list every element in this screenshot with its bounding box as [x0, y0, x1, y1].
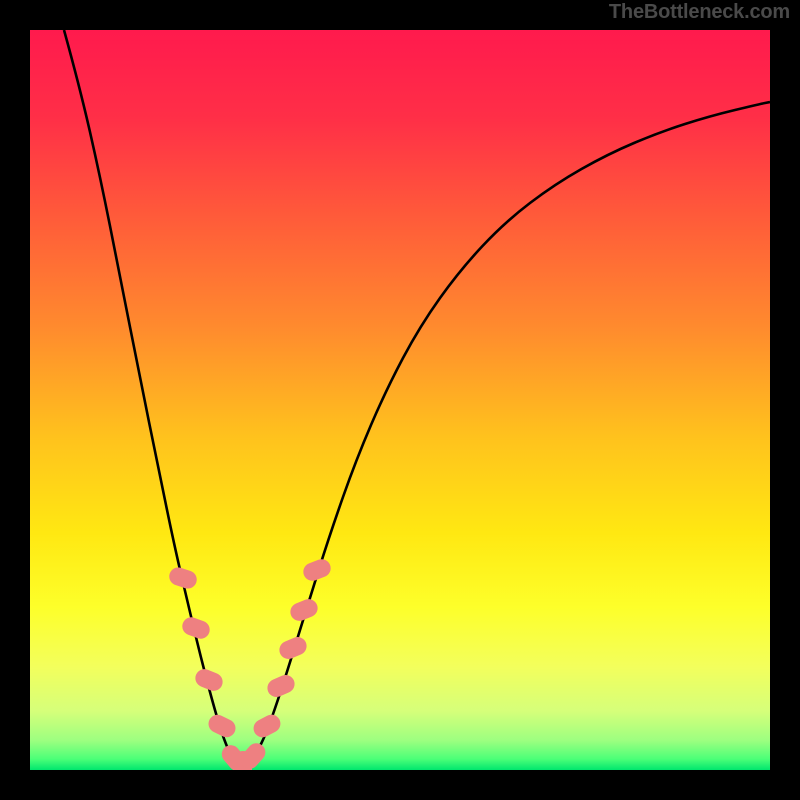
data-marker [301, 557, 334, 584]
data-marker [277, 634, 310, 662]
chart-svg [0, 0, 800, 800]
figure-frame: TheBottleneck.com [0, 0, 800, 800]
data-marker [180, 615, 212, 641]
plot-area [30, 30, 770, 770]
data-marker [193, 666, 226, 693]
data-marker [250, 711, 283, 740]
watermark-text: TheBottleneck.com [609, 1, 790, 24]
data-marker [167, 565, 199, 591]
data-marker [265, 672, 298, 700]
bottleneck-curve [64, 30, 770, 766]
data-marker [288, 596, 321, 623]
data-marker [205, 712, 238, 740]
